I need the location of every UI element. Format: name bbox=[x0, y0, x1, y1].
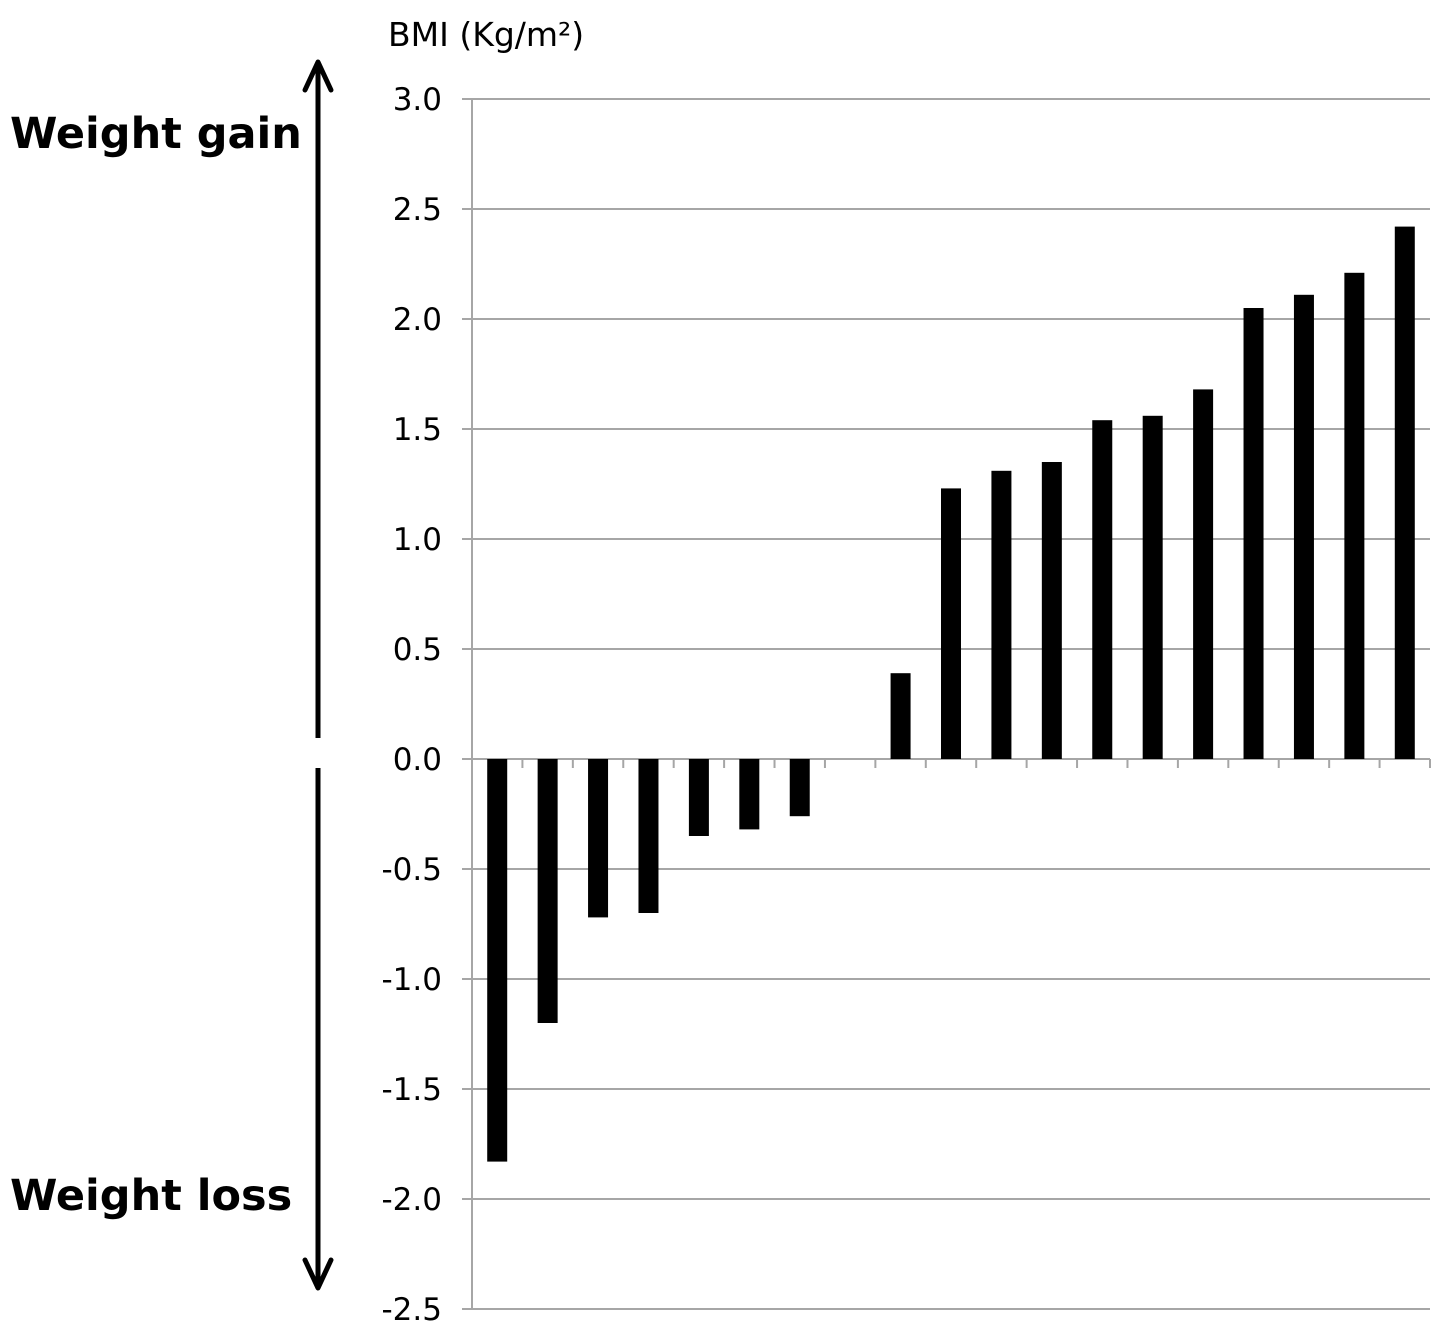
y-tick-label: -2.0 bbox=[382, 1182, 443, 1218]
arrowhead-up bbox=[302, 59, 334, 93]
y-tick-label: 0.0 bbox=[393, 742, 442, 778]
y-tick-label: -1.0 bbox=[382, 962, 443, 998]
bar bbox=[941, 488, 961, 759]
double-arrow-icon bbox=[302, 59, 334, 1291]
bar bbox=[739, 759, 760, 830]
bar bbox=[1394, 226, 1415, 760]
bar bbox=[1142, 415, 1163, 759]
x-tick-marks bbox=[471, 759, 1431, 768]
bar bbox=[537, 759, 558, 1023]
bar bbox=[638, 759, 659, 913]
y-tick-label: 2.0 bbox=[393, 302, 442, 338]
y-tick-label: -0.5 bbox=[382, 852, 443, 888]
bar bbox=[1092, 420, 1113, 759]
y-tick-label: -1.5 bbox=[382, 1072, 443, 1108]
bar bbox=[1344, 272, 1365, 759]
y-axis-label: BMI (Kg/m²) bbox=[388, 15, 584, 54]
y-tick-label: 1.5 bbox=[393, 412, 442, 448]
bars bbox=[487, 226, 1415, 1162]
bar bbox=[688, 759, 709, 836]
bar bbox=[1293, 294, 1314, 759]
bar bbox=[1193, 389, 1214, 759]
y-tick-label: 3.0 bbox=[393, 82, 442, 118]
y-tick-label: 0.5 bbox=[393, 632, 442, 668]
weight-loss-label: Weight loss bbox=[10, 1171, 292, 1221]
bar bbox=[588, 759, 609, 918]
y-tick-labels: 3.0 2.5 2.0 1.5 1.0 0.5 0.0 -0.5 -1.0 -1.5 -2.0 -2.… bbox=[382, 82, 472, 1325]
y-tick-label: 1.0 bbox=[393, 522, 442, 558]
y-tick-label: -2.5 bbox=[382, 1292, 443, 1325]
bar bbox=[1243, 308, 1264, 759]
bar bbox=[487, 759, 508, 1162]
direction-annotation: Weight gain Weight loss bbox=[10, 59, 334, 1291]
bar bbox=[991, 470, 1012, 759]
weight-gain-label: Weight gain bbox=[10, 109, 302, 159]
arrowhead-down bbox=[302, 1257, 334, 1291]
bar bbox=[789, 759, 810, 817]
bar bbox=[1041, 462, 1062, 759]
bar bbox=[890, 673, 911, 759]
y-tick-label: 2.5 bbox=[393, 192, 442, 228]
